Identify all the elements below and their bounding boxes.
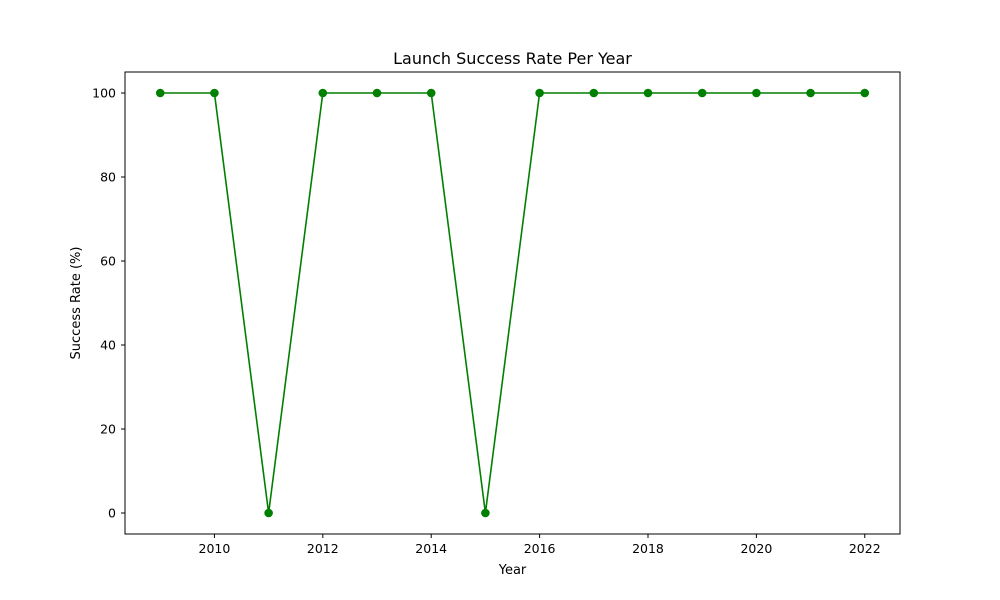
data-point (535, 88, 544, 98)
series-line (160, 92, 865, 514)
data-point (806, 88, 815, 98)
y-tick-label: 80 (100, 170, 116, 185)
data-point (860, 88, 870, 98)
x-tick-label: 2022 (849, 541, 881, 556)
x-tick-label: 2018 (632, 541, 664, 556)
plot-area: 2010 2012 2014 2016 2018 2020 2022 0 20 40 60 80 100 (92, 71, 901, 556)
x-tick-label: 2016 (524, 541, 556, 556)
chart-title: Launch Success Rate Per Year (393, 49, 632, 68)
data-point (318, 88, 328, 98)
y-axis-label: Success Rate (%) (69, 247, 84, 360)
x-axis-label: Year (498, 563, 527, 578)
axes-frame (124, 71, 901, 535)
y-tick-label: 40 (100, 338, 116, 353)
data-point (426, 88, 436, 98)
x-tick-label: 2012 (307, 541, 339, 556)
x-tick-label: 2014 (415, 541, 447, 556)
y-tick-label: 0 (108, 506, 116, 521)
data-point (697, 88, 707, 98)
x-tick-label: 2010 (199, 541, 231, 556)
data-point (481, 508, 490, 518)
data-point (264, 508, 273, 518)
y-tick-label: 20 (100, 422, 116, 437)
data-point (589, 88, 599, 98)
data-point (372, 88, 382, 98)
data-point (752, 88, 761, 98)
y-tick-label: 60 (100, 254, 116, 269)
data-point (643, 88, 653, 98)
data-point (155, 88, 165, 98)
x-tick-label: 2020 (740, 541, 772, 556)
y-tick-label: 100 (92, 86, 116, 101)
data-point (210, 88, 219, 98)
